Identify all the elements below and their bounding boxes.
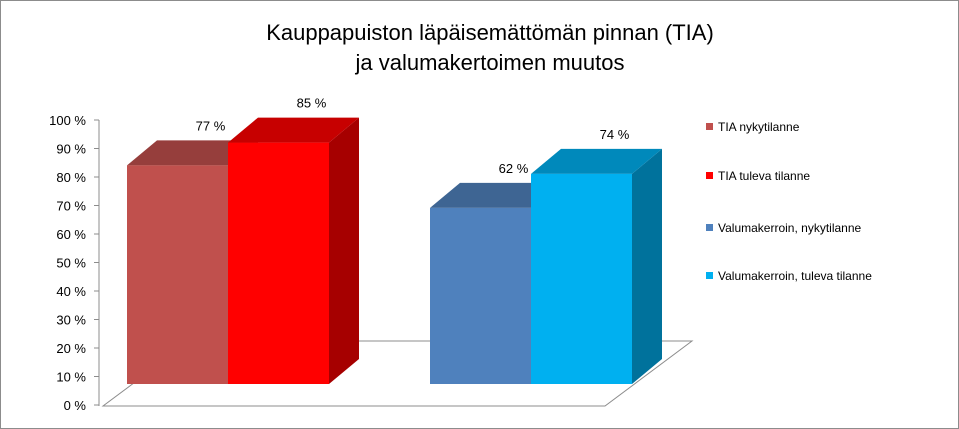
bar-data-label: 62 % (499, 161, 529, 176)
legend-item: Valumakerroin, tuleva tilanne (706, 269, 872, 283)
legend-item: Valumakerroin, nykytilanne (706, 221, 862, 235)
y-tick-label: 50 % (56, 256, 86, 271)
bar-top-face (430, 182, 561, 208)
chart-title-line-2: ja valumakertoimen muutos (354, 50, 624, 75)
legend-label: TIA tuleva tilanne (718, 169, 810, 183)
legend-item: TIA tuleva tilanne (706, 169, 810, 183)
y-axis-ticks: 0 % 10 % 20 % 30 % 40 % 50 % 60 % 70 % 80 % 90 % 1… (49, 113, 99, 413)
y-tick-label: 100 % (49, 113, 86, 128)
y-tick-label: 90 % (56, 142, 86, 157)
legend-item: TIA nykytilanne (706, 120, 800, 134)
bar-data-label: 74 % (600, 127, 630, 142)
bar-side-face (329, 117, 359, 384)
bar-front-face (228, 142, 329, 384)
y-tick-label: 0 % (64, 398, 87, 413)
legend-swatch (706, 224, 713, 231)
bar-4: 74 % (531, 127, 662, 384)
bar-data-label: 85 % (297, 96, 327, 111)
bar-front-face (127, 165, 228, 384)
y-tick-label: 20 % (56, 341, 86, 356)
y-tick-label: 10 % (56, 370, 86, 385)
y-tick-label: 30 % (56, 313, 86, 328)
y-tick-label: 40 % (56, 284, 86, 299)
y-tick-label: 60 % (56, 227, 86, 242)
y-tick-label: 70 % (56, 199, 86, 214)
y-tick-label: 80 % (56, 170, 86, 185)
chart-title-line-1: Kauppapuiston läpäisemättömän pinnan (TI… (266, 20, 714, 45)
legend-swatch (706, 272, 713, 279)
legend-label: TIA nykytilanne (718, 120, 800, 134)
bar-side-face (632, 148, 662, 384)
bar-top-face (228, 117, 359, 143)
legend-swatch (706, 172, 713, 179)
bar-top-face (531, 148, 662, 174)
bar-data-label: 77 % (196, 118, 226, 133)
legend-label: Valumakerroin, tuleva tilanne (718, 269, 872, 283)
bar-top-face (127, 140, 258, 166)
legend-label: Valumakerroin, nykytilanne (718, 221, 862, 235)
legend-swatch (706, 123, 713, 130)
bars: 77 % 85 % 62 % 74 % (127, 96, 662, 384)
bar-front-face (430, 207, 531, 384)
bar-2: 85 % (228, 96, 359, 384)
bar-front-face (531, 173, 632, 384)
legend: TIA nykytilanne TIA tuleva tilanne Valumak… (706, 120, 872, 283)
